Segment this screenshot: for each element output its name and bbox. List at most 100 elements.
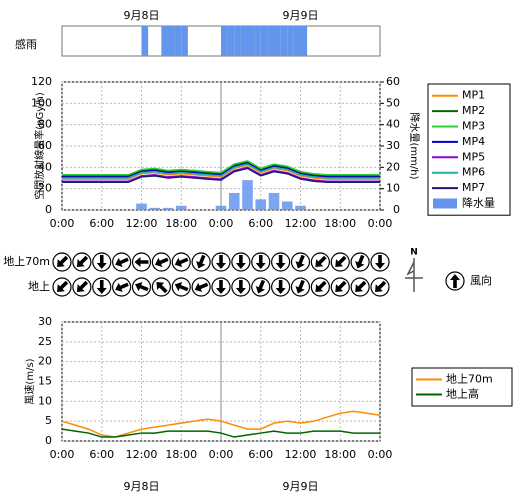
y-tick-label: 15 xyxy=(38,375,52,388)
date-label: 9月8日 xyxy=(124,480,160,493)
wind-arrow xyxy=(355,280,367,292)
legend-label: MP6 xyxy=(462,166,485,179)
wind-arrow xyxy=(76,280,89,292)
series-line xyxy=(62,163,380,179)
wind-arrow xyxy=(174,257,189,267)
precip-bar xyxy=(175,205,187,210)
series-line xyxy=(62,166,380,182)
x-tick-label: 12:00 xyxy=(126,217,158,230)
series-line xyxy=(62,160,380,176)
x-tick-label: 12:00 xyxy=(285,217,317,230)
y-tick-label: 10 xyxy=(38,394,52,407)
legend-label: MP5 xyxy=(462,150,485,163)
y-tick-label: 40 xyxy=(38,160,52,173)
legend-label: MP4 xyxy=(462,135,485,148)
legend-box xyxy=(411,367,513,407)
sensing-bar xyxy=(234,26,241,56)
precip-bar xyxy=(268,192,280,210)
series-line xyxy=(62,162,380,178)
precip-bar xyxy=(281,201,293,210)
y2-tick-label: 10 xyxy=(386,182,400,195)
x-tick-label: 0:00 xyxy=(368,217,393,230)
legend-swatch xyxy=(433,198,457,209)
wind-arrow xyxy=(57,280,69,292)
wind-arrow xyxy=(375,280,387,292)
y-tick-label: 30 xyxy=(38,315,52,328)
sensing-bar xyxy=(300,26,308,56)
sensing-bar xyxy=(267,26,274,56)
y-tick-label: 25 xyxy=(38,335,52,348)
wind-arrow xyxy=(174,281,189,292)
wind-arrow xyxy=(135,281,149,292)
wind-arrow xyxy=(355,254,365,269)
legend-label: 地上高 xyxy=(446,387,479,401)
sensing-bar xyxy=(161,26,168,56)
wind-arrow xyxy=(235,280,246,294)
legend-label: 風向 xyxy=(470,273,492,287)
y2-tick-label: 20 xyxy=(386,160,400,173)
x-tick-label: 18:00 xyxy=(165,217,197,230)
x-tick-label: 18:00 xyxy=(165,448,197,461)
precip-bar xyxy=(149,207,161,210)
sensing-bar xyxy=(287,26,294,56)
y2-tick-label: 30 xyxy=(386,139,400,152)
wind-arrow xyxy=(194,282,209,292)
wind-arrow xyxy=(255,279,266,294)
y-tick-label: 20 xyxy=(38,355,52,368)
wind-arrow xyxy=(335,255,347,267)
legend-box xyxy=(427,83,511,216)
x-tick-label: 12:00 xyxy=(285,448,317,461)
wind-arrow xyxy=(115,257,129,267)
sensing-bar xyxy=(221,26,228,56)
precip-bar xyxy=(295,205,306,210)
y-tick-label: 5 xyxy=(45,414,52,427)
x-tick-label: 6:00 xyxy=(89,217,114,230)
sensing-bar xyxy=(280,26,288,56)
y-tick-label: 20 xyxy=(38,182,52,195)
wind-arrow xyxy=(115,282,129,292)
legend-label: MP2 xyxy=(462,104,485,117)
wind-arrow xyxy=(216,280,226,294)
x-tick-label: 12:00 xyxy=(126,448,158,461)
series-line xyxy=(61,428,380,438)
sensing-bar xyxy=(247,26,255,56)
sensing-bar xyxy=(240,26,248,56)
series-line xyxy=(62,161,380,177)
precip-bar xyxy=(255,199,267,210)
x-tick-label: 6:00 xyxy=(89,448,114,461)
x-tick-label: 0:00 xyxy=(209,217,234,230)
y-tick-label: 60 xyxy=(38,139,52,152)
sensing-bar xyxy=(181,26,188,56)
precip-bar xyxy=(228,192,240,210)
wind-arrow xyxy=(315,280,327,292)
precip-bar xyxy=(136,203,147,210)
north-symbol xyxy=(405,258,423,292)
y2-tick-label: 40 xyxy=(386,118,400,131)
legend-label: MP1 xyxy=(462,89,485,102)
sensing-bar xyxy=(227,26,235,56)
sensing-bar xyxy=(274,26,281,56)
wind-arrow xyxy=(156,282,168,294)
wind-arrow xyxy=(295,254,305,269)
legend-label: 降水量 xyxy=(462,196,495,210)
wind-arrow xyxy=(216,255,226,269)
wind-arrow xyxy=(134,257,149,267)
sensing-bar xyxy=(174,26,182,56)
sensing-bar xyxy=(141,26,149,56)
sensing-bar xyxy=(168,26,175,56)
wind-arrow xyxy=(76,255,89,267)
wind-arrow xyxy=(255,255,266,269)
precip-bar xyxy=(242,180,253,210)
date-label: 9月9日 xyxy=(283,9,319,22)
x-tick-label: 0:00 xyxy=(50,217,75,230)
y2-tick-label: 0 xyxy=(393,203,400,216)
precip-bar xyxy=(215,205,227,210)
row-label: 地上 xyxy=(28,280,50,293)
legend-label: 地上70m xyxy=(446,373,493,386)
y2-axis-label: 降水量(mm/h) xyxy=(408,113,421,180)
y-tick-label: 0 xyxy=(45,434,52,447)
north-label: N xyxy=(410,248,418,258)
sensing-bar xyxy=(293,26,301,56)
wind-arrow xyxy=(154,257,169,267)
x-tick-label: 0:00 xyxy=(209,448,234,461)
